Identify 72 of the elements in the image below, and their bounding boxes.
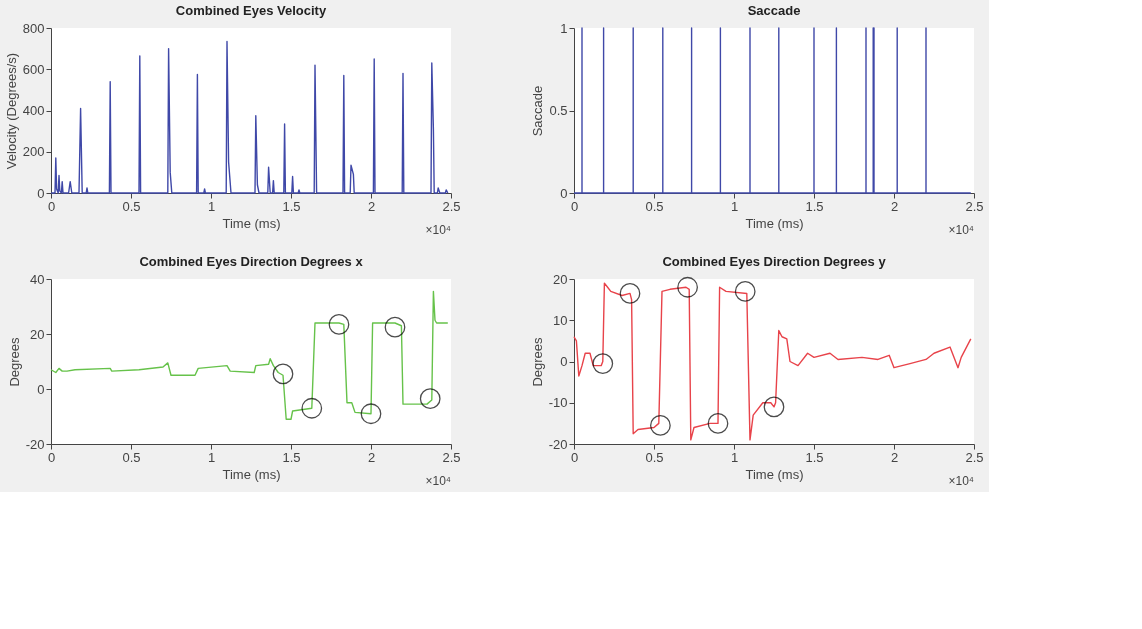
y-axis-title: Velocity (Degrees/s) xyxy=(3,52,19,170)
chart-title: Combined Eyes Direction Degrees x xyxy=(139,254,364,269)
point xyxy=(734,281,756,302)
x-tick-label: 2.5 xyxy=(965,449,984,465)
point xyxy=(677,276,698,298)
y-tick-label: 0 xyxy=(37,381,45,397)
x-tick-label: 0.5 xyxy=(122,198,141,214)
y-tick-label: 600 xyxy=(22,61,45,77)
x-tick-label: 0 xyxy=(570,449,579,465)
point xyxy=(272,363,294,385)
y-tick-label: 10 xyxy=(553,312,568,328)
x-axis-title: Time (ms) xyxy=(745,466,804,482)
x-tick-label: 1.5 xyxy=(805,449,824,465)
x-tick-label: 0 xyxy=(47,449,56,465)
x-tick-label: 2 xyxy=(367,449,376,465)
point xyxy=(763,396,785,418)
text: ×10⁴ xyxy=(948,223,974,237)
x-tick-label: 0 xyxy=(570,198,579,214)
line-series xyxy=(573,282,972,441)
x-tick-label: 0.5 xyxy=(645,198,664,214)
x-tick-label: 2.5 xyxy=(442,449,461,465)
x-tick-label: 2.5 xyxy=(442,198,461,214)
point xyxy=(301,397,323,419)
y-tick-label: -20 xyxy=(548,436,568,452)
point xyxy=(419,388,441,409)
x-tick-label: 2 xyxy=(890,449,899,465)
y-tick-label: 40 xyxy=(30,271,45,287)
chart-title: Saccade xyxy=(747,3,801,18)
y-tick-label: -10 xyxy=(548,395,568,411)
y-tick-label: 0 xyxy=(560,185,568,201)
x-tick-label: 1 xyxy=(730,198,739,214)
y-tick-label: 0 xyxy=(560,354,568,369)
x-tick-label: 1.5 xyxy=(805,198,824,214)
x-tick-label: 1 xyxy=(207,198,216,214)
y-axis-title: Degrees xyxy=(529,336,545,387)
x-tick-label: 1 xyxy=(730,449,739,465)
x-axis-title: Time (ms) xyxy=(222,215,281,231)
x-tick-label: 0.5 xyxy=(122,449,141,465)
y-tick-label: 0.5 xyxy=(549,103,568,118)
point xyxy=(384,316,406,338)
x-tick-label: 2.5 xyxy=(965,198,984,214)
y-axis-title: Saccade xyxy=(530,85,546,137)
text: ×10⁴ xyxy=(425,474,451,488)
point xyxy=(360,403,382,425)
x-tick-label: 2 xyxy=(890,198,899,214)
y-tick-label: 20 xyxy=(553,271,568,287)
line-series xyxy=(50,290,449,420)
y-tick-label: 1 xyxy=(560,20,568,36)
text: ×10⁴ xyxy=(948,474,974,488)
y-tick-label: 20 xyxy=(30,326,45,342)
point xyxy=(707,413,729,434)
x-tick-label: 0.5 xyxy=(645,449,664,465)
x-axis-title: Time (ms) xyxy=(745,215,804,231)
y-axis-title: Degrees xyxy=(6,336,22,387)
point xyxy=(592,353,614,374)
point xyxy=(619,283,641,304)
y-tick-label: 0 xyxy=(37,185,45,201)
x-tick-label: 1.5 xyxy=(282,449,301,465)
x-tick-label: 1.5 xyxy=(282,198,301,214)
x-axis-title: Time (ms) xyxy=(222,466,281,482)
chart-title: Combined Eyes Direction Degrees y xyxy=(662,254,887,269)
y-tick-label: 400 xyxy=(22,103,45,118)
text: ×10⁴ xyxy=(425,223,451,237)
chart-title: Combined Eyes Velocity xyxy=(175,3,327,18)
x-tick-label: 2 xyxy=(367,198,376,214)
point xyxy=(328,314,350,335)
y-tick-label: -20 xyxy=(25,436,45,452)
y-tick-label: 800 xyxy=(22,20,45,36)
x-tick-label: 1 xyxy=(207,449,216,465)
x-tick-label: 0 xyxy=(47,198,56,214)
y-tick-label: 200 xyxy=(22,144,45,160)
point xyxy=(650,415,671,436)
